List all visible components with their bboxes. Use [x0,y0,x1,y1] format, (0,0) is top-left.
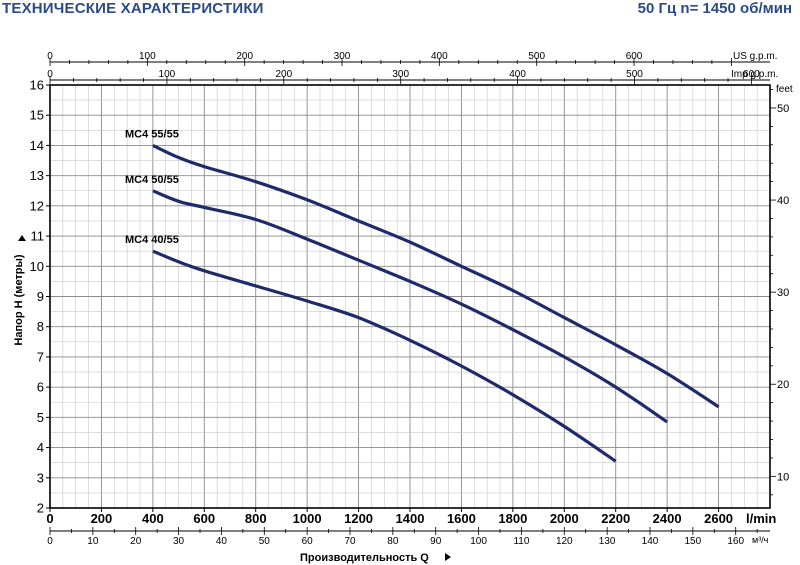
x-tick-label: 1000 [293,511,322,526]
x-tick-label: 2200 [601,511,630,526]
axes [46,58,776,535]
m3h-tick-label: 0 [47,536,53,547]
y-tick-label: 8 [37,319,44,334]
m3h-tick-label: 80 [387,536,399,547]
usgpm-tick-label: 600 [626,51,643,62]
y-tick-label: 4 [37,440,44,455]
series-curve-1 [152,189,669,424]
feet-tick-label: 10 [777,471,789,483]
feet-tick-label: 50 [777,103,789,115]
usgpm-tick-label: 100 [139,51,156,62]
x-tick-label: 1800 [498,511,527,526]
m3h-tick-label: 60 [302,536,314,547]
impgpm-tick-label: 100 [159,69,176,80]
x-tick-label: 800 [245,511,267,526]
series-curve-2 [152,249,617,463]
x-tick-label: 1600 [447,511,476,526]
impgpm-tick-label: 500 [626,69,643,80]
y-tick-label: 16 [30,78,44,93]
x-tick-label: 200 [91,511,113,526]
feet-tick-label: 20 [777,379,789,391]
m3h-tick-label: 90 [430,536,442,547]
impgpm-tick-label: 200 [275,69,292,80]
x-tick-label: 1400 [396,511,425,526]
y-tick-label: 14 [30,138,44,153]
y-tick-label: 10 [30,259,44,274]
y-tick-label: 13 [30,168,44,183]
curves [152,143,720,463]
usgpm-tick-label: 400 [431,51,448,62]
x-tick-label: 2400 [653,511,682,526]
impgpm-unit-label: Imp g.p.m. [731,69,778,80]
m3h-tick-label: 40 [216,536,228,547]
m3h-tick-label: 150 [685,536,702,547]
series-curve-0 [152,143,720,409]
m3h-tick-label: 10 [87,536,99,547]
y-tick-label: 15 [30,108,44,123]
y-tick-label: 2 [37,501,44,516]
usgpm-tick-label: 500 [528,51,545,62]
impgpm-tick-label: 0 [47,69,53,80]
speed-subtitle: 50 Гц n= 1450 об/мин [637,0,792,17]
x-tick-label: 2000 [550,511,579,526]
impgpm-tick-label: 300 [392,69,409,80]
m3h-tick-label: 70 [344,536,356,547]
series-label-0: MC4 55/55 [125,128,179,140]
x-tick-label: 400 [142,511,164,526]
m3h-tick-label: 160 [727,536,744,547]
m3h-tick-label: 50 [259,536,271,547]
x-tick-label: 600 [193,511,215,526]
x-unit-label: l/min [746,511,776,526]
m3h-tick-label: 30 [173,536,185,547]
x-tick-label: 0 [46,511,53,526]
x-tick-label: 1200 [344,511,373,526]
x-axis-title: Производительность Q [300,552,429,564]
feet-unit-label: feet [776,84,793,95]
y-tick-label: 9 [37,289,44,304]
feet-tick-label: 40 [777,195,789,207]
usgpm-unit-label: US g.p.m. [733,51,777,62]
feet-tick-label: 30 [777,287,789,299]
m3h-tick-label: 100 [470,536,487,547]
y-axis-title: Напор H (метры) [13,254,25,345]
m3h-tick-label: 130 [599,536,616,547]
page-title: ТЕХНИЧЕСКИЕ ХАРАКТЕРИСТИКИ [2,0,264,17]
usgpm-tick-label: 200 [236,51,253,62]
m3h-tick-label: 20 [130,536,142,547]
usgpm-tick-label: 0 [47,51,53,62]
x-axis-arrow-icon [445,553,451,561]
y-tick-label: 12 [30,198,44,213]
y-tick-label: 6 [37,380,44,395]
m3h-tick-label: 110 [513,536,529,547]
y-axis-arrow-icon [18,235,26,241]
m3h-unit-label: м³/ч [752,535,769,545]
series-label-1: MC4 50/55 [125,174,179,186]
m3h-tick-label: 120 [556,536,573,547]
series-label-2: MC4 40/55 [125,234,179,246]
m3h-tick-label: 140 [642,536,659,547]
y-tick-label: 5 [37,410,44,425]
impgpm-tick-label: 600 [743,69,760,80]
y-tick-label: 3 [37,470,44,485]
usgpm-tick-label: 300 [334,51,351,62]
x-tick-label: 2600 [704,511,733,526]
impgpm-tick-label: 400 [509,69,526,80]
y-tick-label: 7 [37,349,44,364]
y-tick-label: 11 [31,229,45,244]
